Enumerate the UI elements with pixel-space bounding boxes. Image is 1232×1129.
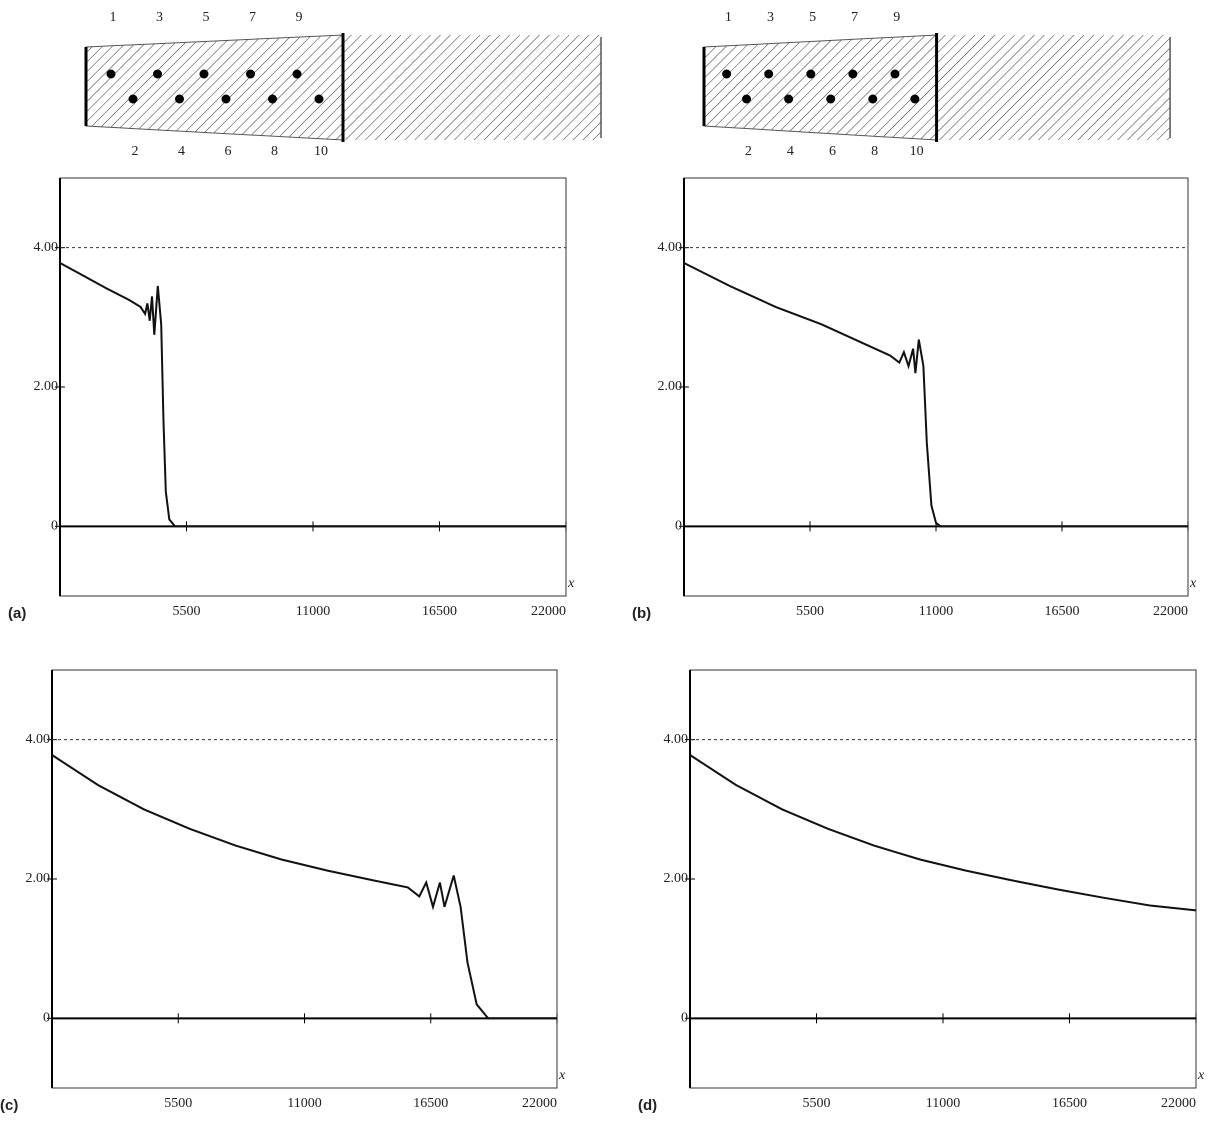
sensor-label: 4: [178, 144, 185, 159]
x-tick-label: 5500: [164, 1096, 192, 1111]
panel-label: (a): [8, 605, 26, 622]
data-line: [683, 262, 1188, 528]
sensor-dot: [175, 94, 184, 104]
x-tick-label: 22000: [1153, 604, 1188, 619]
y-tick-label: 4.00: [34, 240, 59, 255]
y-tick-label: 2.00: [26, 871, 51, 886]
x-tick-label: 16500: [422, 604, 457, 619]
sensor-dot: [292, 69, 302, 79]
sensor-label: 1: [110, 10, 117, 25]
sensor-dot: [314, 94, 324, 104]
sensor-dot: [722, 69, 732, 79]
x-tick-label: 22000: [531, 604, 566, 619]
y-tick-label: 0: [51, 519, 58, 534]
sensor-label: 9: [296, 10, 303, 25]
x-tick-label: 16500: [1045, 604, 1080, 619]
x-tick-label: 5500: [796, 604, 824, 619]
sensor-dot: [910, 94, 920, 104]
sensor-dot: [784, 94, 794, 104]
sensor-label: 10: [314, 144, 328, 159]
sensor-label: 1: [725, 10, 732, 25]
sensor-label: 3: [767, 10, 774, 25]
panel-label: (d): [638, 1097, 657, 1114]
data-line: [689, 754, 1197, 912]
x-tick-label: 16500: [1052, 1096, 1087, 1111]
y-tick-label: 4.00: [26, 732, 51, 747]
panel-label: (b): [632, 605, 651, 622]
sensor-dot: [890, 69, 900, 79]
sensor-dot: [128, 94, 138, 104]
sensor-label: 5: [809, 10, 816, 25]
x-tick-label: 22000: [522, 1096, 557, 1111]
sensor-dot: [221, 94, 231, 104]
sensor-dot: [268, 94, 277, 104]
plot-frame: [683, 177, 1189, 597]
y-tick-label: 2.00: [664, 871, 689, 886]
x-tick-label: 11000: [926, 1096, 960, 1111]
data-line: [51, 754, 557, 1020]
x-axis-label: x: [1189, 576, 1197, 591]
y-tick-label: 2.00: [658, 379, 683, 394]
tapered-block: [703, 34, 938, 141]
plot-frame: [59, 177, 567, 597]
sensor-label: 6: [829, 144, 836, 159]
sensor-label: 10: [910, 144, 924, 159]
hatched-block: [936, 35, 1171, 140]
sensor-dot: [246, 69, 255, 79]
sensor-label: 2: [745, 144, 752, 159]
x-tick-label: 11000: [287, 1096, 321, 1111]
y-tick-label: 4.00: [658, 240, 683, 255]
sensor-label: 4: [787, 144, 794, 159]
data-line: [59, 262, 566, 528]
x-tick-label: 5500: [803, 1096, 831, 1111]
sensor-dot: [742, 94, 752, 104]
x-axis-label: x: [1197, 1068, 1205, 1083]
x-tick-label: 16500: [413, 1096, 448, 1111]
y-tick-label: 4.00: [664, 732, 689, 747]
x-tick-label: 11000: [919, 604, 953, 619]
sensor-dot: [806, 69, 816, 79]
sensor-dot: [199, 69, 209, 79]
sensor-label: 3: [156, 10, 163, 25]
sensor-label: 2: [132, 144, 139, 159]
sensor-dot: [848, 69, 858, 79]
sensor-dot: [868, 94, 878, 104]
plot-frame: [689, 669, 1197, 1089]
sensor-dot: [764, 69, 774, 79]
x-axis-label: x: [567, 576, 575, 591]
x-tick-label: 5500: [173, 604, 201, 619]
sensor-label: 5: [203, 10, 210, 25]
y-tick-label: 0: [43, 1011, 50, 1026]
y-tick-label: 0: [675, 519, 682, 534]
sensor-label: 8: [871, 144, 878, 159]
sensor-dot: [153, 69, 162, 79]
x-axis-label: x: [558, 1068, 566, 1083]
sensor-label: 7: [249, 10, 256, 25]
sensor-dot: [826, 94, 836, 104]
x-tick-label: 22000: [1161, 1096, 1196, 1111]
sensor-label: 6: [225, 144, 232, 159]
sensor-label: 9: [893, 10, 900, 25]
x-tick-label: 11000: [296, 604, 330, 619]
sensor-dot: [106, 69, 116, 79]
sensor-label: 8: [271, 144, 278, 159]
panel-label: (c): [0, 1097, 18, 1114]
y-tick-label: 2.00: [34, 379, 59, 394]
plot-frame: [51, 669, 558, 1089]
y-tick-label: 0: [681, 1011, 688, 1026]
hatched-block: [343, 35, 601, 140]
sensor-label: 7: [851, 10, 858, 25]
tapered-block: [85, 34, 344, 141]
